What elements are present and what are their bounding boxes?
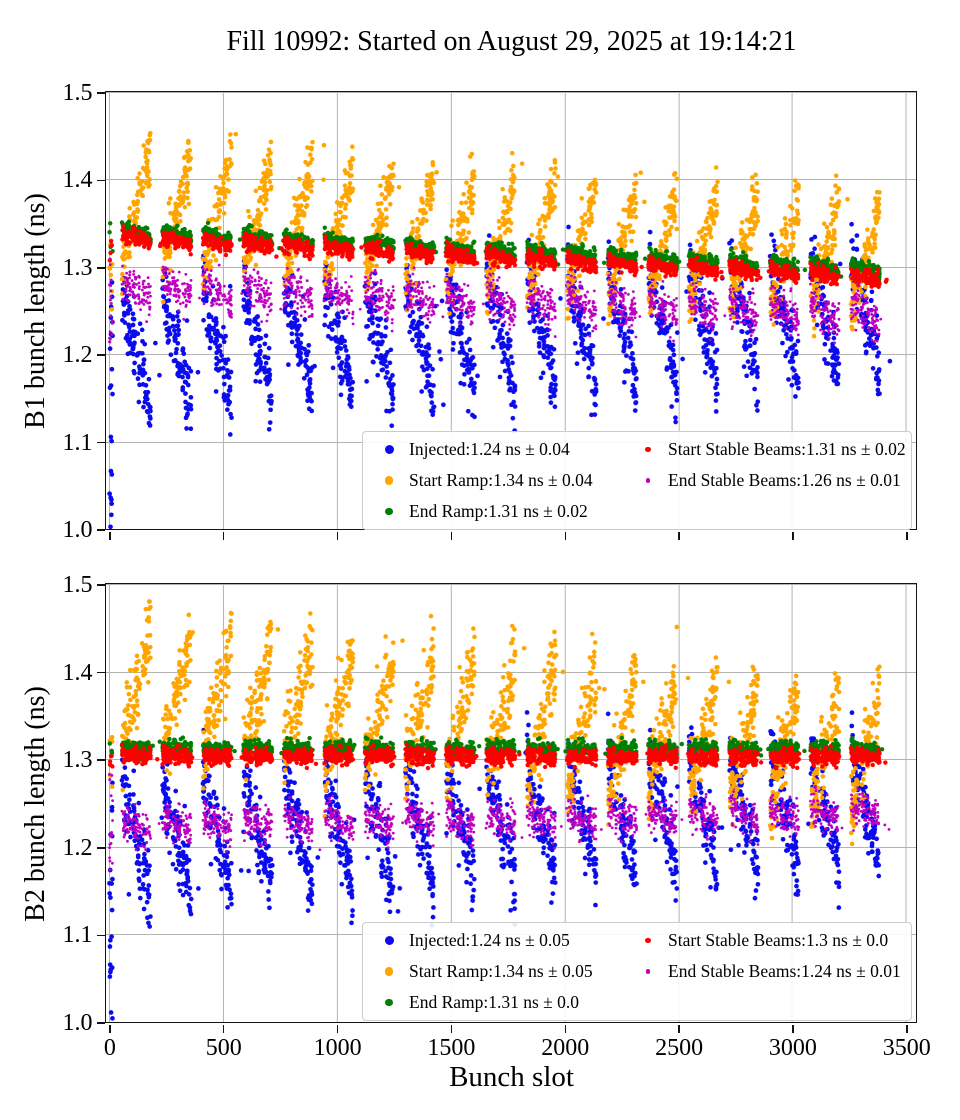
legend-marker-dot-icon bbox=[384, 476, 394, 485]
legend-item: End Stable Beams:1.24 ns ± 0.01 bbox=[628, 956, 901, 987]
y-tick-mark bbox=[96, 934, 105, 937]
x-tick-label: 2000 bbox=[541, 1035, 590, 1061]
legend-column: Start Stable Beams:1.31 ns ± 0.02 End Sta… bbox=[628, 434, 906, 496]
y-tick-mark bbox=[96, 92, 105, 94]
legend-column: Injected:1.24 ns ± 0.04 Start Ramp:1.34 n… bbox=[369, 434, 593, 527]
b1-legend: Injected:1.24 ns ± 0.04 Start Ramp:1.34 n… bbox=[362, 431, 912, 530]
y-tick-label: 1.2 bbox=[62, 834, 93, 861]
legend-item: Start Stable Beams:1.3 ns ± 0.0 bbox=[628, 925, 901, 956]
x-tick-mark bbox=[906, 531, 908, 540]
legend-marker-box bbox=[369, 967, 409, 976]
legend-marker-dot-icon bbox=[384, 967, 394, 976]
legend-label: Start Stable Beams:1.31 ns ± 0.02 bbox=[668, 439, 906, 459]
legend-item: End Ramp:1.31 ns ± 0.0 bbox=[369, 987, 593, 1018]
y-tick-label: 1.0 bbox=[62, 517, 93, 543]
legend-label: Start Ramp:1.34 ns ± 0.04 bbox=[409, 470, 593, 490]
b2-y-axis-label: B2 bunch length (ns) bbox=[20, 686, 51, 922]
x-tick-mark bbox=[792, 531, 794, 540]
legend-item: End Ramp:1.31 ns ± 0.02 bbox=[369, 496, 593, 527]
legend-marker-box bbox=[628, 937, 668, 944]
legend-column: Injected:1.24 ns ± 0.05 Start Ramp:1.34 n… bbox=[369, 925, 593, 1018]
x-tick-mark bbox=[450, 531, 453, 540]
y-tick-label: 1.4 bbox=[62, 659, 93, 686]
y-tick-mark bbox=[96, 584, 105, 586]
x-tick-mark bbox=[564, 531, 566, 540]
y-tick-label: 1.5 bbox=[62, 80, 93, 106]
legend-marker-box bbox=[369, 445, 409, 454]
legend-marker-dot-icon bbox=[645, 969, 651, 974]
legend-label: End Stable Beams:1.24 ns ± 0.01 bbox=[668, 961, 901, 981]
y-tick-label: 1.1 bbox=[62, 429, 93, 456]
legend-marker-dot-icon bbox=[384, 445, 394, 454]
legend-label: Start Ramp:1.34 ns ± 0.05 bbox=[409, 961, 593, 981]
x-tick-mark bbox=[450, 1024, 453, 1033]
y-tick-label: 1.4 bbox=[62, 167, 93, 194]
legend-marker-dot-icon bbox=[645, 478, 651, 483]
x-tick-mark bbox=[336, 1024, 339, 1033]
x-tick-label: 3500 bbox=[882, 1035, 931, 1061]
b1-y-axis-label: B1 bunch length (ns) bbox=[20, 193, 51, 429]
x-tick-mark bbox=[564, 1024, 566, 1033]
x-tick-label: 3000 bbox=[768, 1035, 817, 1061]
x-tick-mark bbox=[222, 1024, 225, 1033]
b2-legend: Injected:1.24 ns ± 0.05 Start Ramp:1.34 n… bbox=[362, 922, 912, 1021]
y-tick-mark bbox=[96, 529, 105, 531]
legend-marker-box bbox=[369, 998, 409, 1007]
x-tick-mark bbox=[792, 1024, 794, 1033]
y-tick-mark bbox=[96, 847, 105, 849]
x-tick-mark bbox=[336, 531, 339, 540]
legend-item: Start Ramp:1.34 ns ± 0.04 bbox=[369, 465, 593, 496]
legend-marker-box bbox=[369, 936, 409, 945]
legend-marker-dot-icon bbox=[645, 446, 651, 453]
legend-marker-box bbox=[628, 446, 668, 453]
y-tick-mark bbox=[96, 267, 105, 269]
y-tick-mark bbox=[96, 441, 105, 444]
x-tick-mark bbox=[109, 531, 111, 540]
y-tick-mark bbox=[96, 671, 105, 674]
x-axis-label: Bunch slot bbox=[449, 1061, 574, 1093]
x-tick-mark bbox=[678, 1024, 680, 1033]
legend-marker-box bbox=[628, 969, 668, 974]
legend-marker-dot-icon bbox=[385, 998, 393, 1007]
legend-label: Start Stable Beams:1.3 ns ± 0.0 bbox=[668, 930, 889, 950]
y-tick-mark bbox=[96, 179, 105, 182]
legend-item: Start Stable Beams:1.31 ns ± 0.02 bbox=[628, 434, 906, 465]
x-tick-label: 1500 bbox=[427, 1035, 476, 1061]
legend-label: End Ramp:1.31 ns ± 0.02 bbox=[409, 501, 588, 521]
x-tick-label: 1000 bbox=[313, 1035, 362, 1061]
legend-marker-box bbox=[369, 476, 409, 485]
legend-marker-box bbox=[628, 478, 668, 483]
legend-label: Injected:1.24 ns ± 0.05 bbox=[409, 930, 570, 950]
legend-label: End Ramp:1.31 ns ± 0.0 bbox=[409, 992, 580, 1012]
y-tick-label: 1.1 bbox=[62, 922, 93, 949]
legend-marker-dot-icon bbox=[385, 507, 393, 516]
figure-title: Fill 10992: Started on August 29, 2025 a… bbox=[226, 26, 797, 57]
y-tick-mark bbox=[96, 759, 105, 761]
legend-item: Start Ramp:1.34 ns ± 0.05 bbox=[369, 956, 593, 987]
y-tick-label: 1.0 bbox=[62, 1010, 93, 1036]
legend-label: Injected:1.24 ns ± 0.04 bbox=[409, 439, 570, 459]
y-tick-label: 1.3 bbox=[62, 254, 93, 281]
legend-item: Injected:1.24 ns ± 0.05 bbox=[369, 925, 593, 956]
legend-item: End Stable Beams:1.26 ns ± 0.01 bbox=[628, 465, 906, 496]
x-tick-mark bbox=[906, 1024, 908, 1033]
legend-item: Injected:1.24 ns ± 0.04 bbox=[369, 434, 593, 465]
y-tick-mark bbox=[96, 354, 105, 356]
x-tick-mark bbox=[109, 1024, 111, 1033]
y-tick-label: 1.3 bbox=[62, 747, 93, 774]
legend-marker-box bbox=[369, 507, 409, 516]
legend-marker-dot-icon bbox=[384, 936, 394, 945]
y-tick-label: 1.5 bbox=[62, 572, 93, 598]
x-tick-mark bbox=[678, 531, 680, 540]
legend-label: End Stable Beams:1.26 ns ± 0.01 bbox=[668, 470, 901, 490]
x-tick-label: 2500 bbox=[655, 1035, 704, 1061]
legend-column: Start Stable Beams:1.3 ns ± 0.0 End Stabl… bbox=[628, 925, 901, 987]
y-tick-label: 1.2 bbox=[62, 342, 93, 369]
y-tick-mark bbox=[96, 1022, 105, 1024]
x-tick-label: 0 bbox=[103, 1035, 116, 1061]
x-tick-label: 500 bbox=[205, 1035, 242, 1061]
legend-marker-dot-icon bbox=[645, 937, 651, 944]
x-tick-mark bbox=[222, 531, 225, 540]
